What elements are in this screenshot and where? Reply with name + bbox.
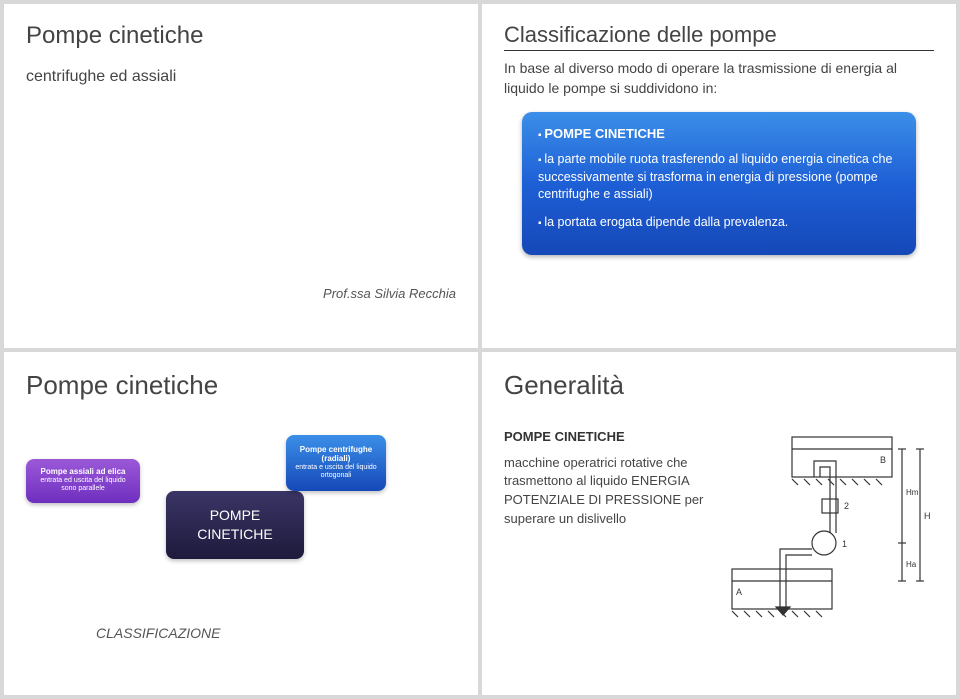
- page-subtitle: centrifughe ed assiali: [26, 68, 456, 86]
- description-block: POMPE CINETICHE macchine operatrici rota…: [504, 429, 712, 619]
- classification-label: CLASSIFICAZIONE: [96, 625, 456, 641]
- figure-label-A: A: [736, 587, 742, 597]
- intro-text: In base al diverso modo di operare la tr…: [504, 59, 934, 98]
- node-subtitle: entrata e uscita del liquido ortogonali: [294, 464, 378, 481]
- description-body: macchine operatrici rotative che trasmet…: [504, 454, 712, 529]
- node-title: Pompe centrifughe (radiali): [294, 445, 378, 464]
- node-subtitle: entrata ed uscita del liquido sono paral…: [34, 477, 132, 494]
- node-pompe-assiali: Pompe assiali ad elica entrata ed uscita…: [26, 459, 140, 503]
- figure-label-H: H: [924, 511, 931, 521]
- info-card-point-1: la parte mobile ruota trasferendo al liq…: [538, 151, 900, 204]
- node-pompe-centrifughe: Pompe centrifughe (radiali) entrata e us…: [286, 435, 386, 491]
- node-pompe-cinetiche: POMPE CINETICHE: [166, 491, 304, 559]
- figure-label-2: 2: [844, 501, 849, 511]
- schematic-figure: A B 1 2 H Hm Ha: [724, 429, 934, 619]
- node-label: POMPE CINETICHE: [174, 506, 296, 542]
- node-title: Pompe assiali ad elica: [34, 467, 132, 477]
- slide-title: Pompe cinetiche centrifughe ed assiali P…: [4, 4, 478, 348]
- author-label: Prof.ssa Silvia Recchia: [26, 286, 456, 301]
- slide-heading: Classificazione delle pompe: [504, 22, 934, 51]
- classification-diagram: Pompe assiali ad elica entrata ed uscita…: [26, 435, 456, 595]
- info-card-header: POMPE CINETICHE: [538, 126, 900, 141]
- info-card-point-2: la portata erogata dipende dalla prevale…: [538, 214, 900, 232]
- description-header: POMPE CINETICHE: [504, 429, 712, 444]
- slide-heading: Pompe cinetiche: [26, 370, 456, 401]
- figure-label-Hm: Hm: [906, 488, 919, 497]
- figure-label-B: B: [880, 455, 886, 465]
- slide-generalita: Generalità POMPE CINETICHE macchine oper…: [482, 352, 956, 696]
- slide-classificazione: Classificazione delle pompe In base al d…: [482, 4, 956, 348]
- figure-label-Ha: Ha: [906, 560, 917, 569]
- figure-label-1: 1: [842, 539, 847, 549]
- page-title: Pompe cinetiche: [26, 22, 456, 50]
- slide-heading: Generalità: [504, 370, 934, 401]
- slide-diagram: Pompe cinetiche Pompe assiali ad elica e…: [4, 352, 478, 696]
- info-card: POMPE CINETICHE la parte mobile ruota tr…: [522, 112, 916, 255]
